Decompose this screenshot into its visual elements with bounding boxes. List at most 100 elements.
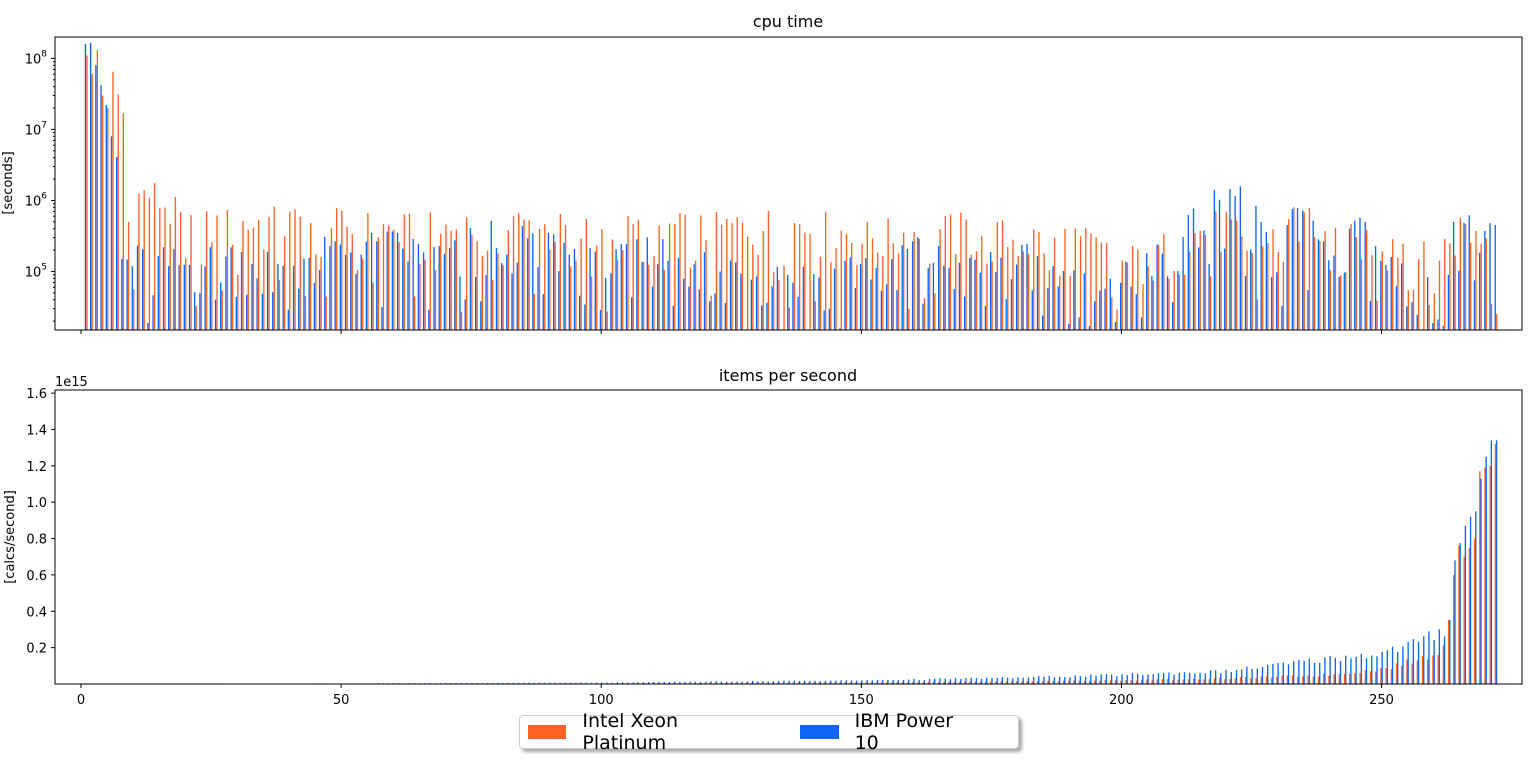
cpu-time-ytick-label-1: 106: [25, 191, 48, 209]
bar-intel-28: [226, 210, 229, 330]
bar-intel-178: [1005, 681, 1008, 684]
bar-intel-228: [1265, 676, 1268, 684]
bar-intel-197: [1105, 242, 1108, 330]
bar-ibm-251: [1386, 650, 1389, 684]
bar-ibm-246: [1359, 217, 1361, 330]
bar-intel-168: [953, 681, 956, 684]
bar-intel-23: [200, 264, 203, 330]
bar-ibm-103: [615, 249, 617, 330]
bar-ibm-211: [1177, 270, 1179, 330]
bar-intel-112: [663, 269, 666, 330]
bar-intel-103: [616, 260, 619, 330]
bar-intel-52: [351, 234, 353, 330]
bar-intel-18: [174, 196, 177, 330]
bar-ibm-43: [303, 258, 305, 330]
bar-ibm-80: [497, 682, 499, 684]
bar-ibm-258: [1423, 636, 1425, 684]
bar-intel-158: [901, 682, 904, 684]
bar-intel-183: [1031, 681, 1034, 684]
bar-ibm-204: [1142, 675, 1144, 684]
bar-ibm-108: [641, 262, 643, 330]
bar-intel-258: [1421, 656, 1424, 684]
bar-ibm-55: [365, 241, 368, 330]
bar-ibm-254: [1400, 263, 1403, 330]
bar-ibm-248: [1369, 300, 1372, 330]
bar-intel-53: [356, 270, 359, 330]
bar-ibm-11: [136, 245, 139, 330]
bar-intel-130: [757, 254, 759, 330]
bar-intel-246: [1360, 259, 1363, 330]
bar-ibm-116: [684, 681, 686, 684]
bar-ibm-236: [1308, 658, 1310, 684]
bar-ibm-138: [798, 680, 801, 684]
bar-intel-56: [372, 282, 374, 330]
bar-ibm-251: [1385, 265, 1387, 330]
bar-intel-215: [1199, 230, 1201, 330]
bar-ibm-134: [776, 266, 779, 330]
bar-intel-165: [939, 229, 941, 330]
bar-intel-80: [497, 253, 499, 330]
bar-intel-204: [1142, 284, 1144, 330]
bar-intel-25: [211, 242, 213, 330]
bar-ibm-85: [521, 226, 524, 330]
bar-intel-137: [793, 222, 796, 330]
bar-ibm-207: [1157, 673, 1160, 684]
bar-intel-261: [1438, 260, 1441, 330]
bar-intel-141: [814, 301, 816, 330]
bar-intel-67: [429, 212, 431, 330]
bar-intel-39: [283, 236, 286, 330]
items-per-second-ticks: 0 50 100 150 200 250 0.2 0.4 0.6 0.8 1.0 1.2 1.4 1.6: [26, 387, 1394, 708]
bar-intel-188: [1057, 681, 1060, 684]
bar-intel-210: [1172, 679, 1174, 684]
bar-ibm-111: [658, 681, 660, 684]
bar-ibm-26: [214, 299, 217, 330]
bar-ibm-73: [459, 276, 461, 330]
bar-intel-61: [398, 242, 400, 330]
bar-ibm-216: [1204, 673, 1206, 684]
bar-ibm-156: [891, 259, 893, 330]
bar-ibm-266: [1463, 223, 1465, 330]
bar-intel-172: [974, 681, 976, 684]
bar-intel-152: [870, 682, 872, 684]
bar-intel-24: [205, 211, 208, 330]
bar-intel-47: [325, 296, 327, 330]
bar-intel-201: [1125, 680, 1127, 684]
bar-ibm-260: [1432, 323, 1434, 330]
bar-ibm-202: [1130, 286, 1132, 330]
bar-intel-194: [1088, 680, 1091, 684]
bar-ibm-88: [537, 267, 539, 330]
bar-ibm-160: [913, 678, 915, 684]
bar-ibm-143: [823, 310, 825, 330]
bar-intel-54: [362, 258, 364, 330]
bar-ibm-114: [673, 681, 676, 684]
bar-intel-260: [1433, 293, 1435, 330]
bar-intel-68: [434, 270, 437, 330]
bar-intel-158: [903, 232, 905, 330]
bar-ibm-57: [376, 241, 378, 330]
bar-ibm-263: [1449, 620, 1451, 684]
bar-intel-72: [455, 229, 457, 330]
bar-intel-40: [289, 211, 291, 330]
bar-ibm-122: [715, 681, 717, 684]
bar-ibm-112: [663, 681, 665, 684]
bar-ibm-250: [1381, 651, 1383, 684]
bar-intel-1: [86, 55, 88, 330]
bar-intel-251: [1385, 668, 1387, 684]
bar-intel-12: [143, 190, 145, 330]
bar-ibm-120: [703, 252, 706, 330]
bar-intel-145: [834, 682, 836, 684]
bar-intel-135: [782, 682, 784, 684]
bar-ibm-172: [974, 259, 976, 330]
bar-intel-175: [990, 681, 992, 684]
bar-ibm-150: [861, 680, 863, 684]
bar-ibm-8: [121, 258, 123, 330]
bar-ibm-155: [887, 679, 889, 684]
bar-ibm-252: [1390, 256, 1392, 330]
bar-intel-33: [252, 227, 255, 330]
bar-intel-82: [507, 229, 510, 330]
bar-intel-37: [273, 206, 275, 330]
bar-intel-170: [964, 681, 966, 684]
bar-ibm-179: [1012, 678, 1014, 684]
bar-ibm-224: [1246, 666, 1248, 684]
items-xtick-label-1: 50: [333, 693, 350, 708]
